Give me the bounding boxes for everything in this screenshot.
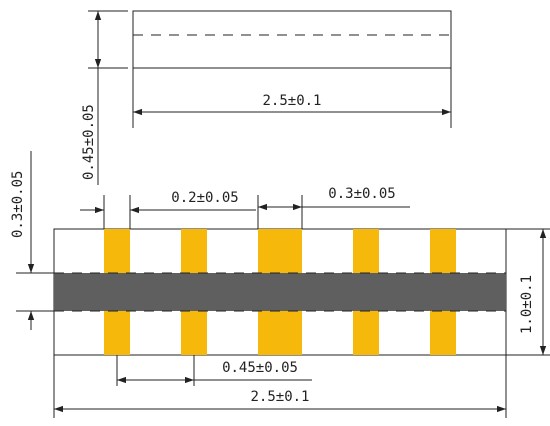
side-length-label: 2.5±0.1 bbox=[262, 93, 321, 109]
pitch-label: 0.45±0.05 bbox=[222, 360, 298, 376]
top-view: 0.2±0.05 0.3±0.05 0.3±0.05 0.45±0.05 2.5… bbox=[10, 151, 550, 418]
pad-height-label: 0.3±0.05 bbox=[10, 171, 26, 238]
length-label: 2.5±0.1 bbox=[250, 389, 309, 405]
pad-width-label: 0.2±0.05 bbox=[171, 190, 238, 206]
width-label: 1.0±0.1 bbox=[519, 275, 535, 334]
core-band bbox=[54, 273, 506, 311]
wide-pad-width-label: 0.3±0.05 bbox=[328, 186, 395, 202]
side-view-body bbox=[132, 10, 452, 69]
thickness-label: 0.45±0.05 bbox=[81, 104, 97, 180]
side-view: 0.45±0.05 2.5±0.1 bbox=[81, 10, 452, 185]
